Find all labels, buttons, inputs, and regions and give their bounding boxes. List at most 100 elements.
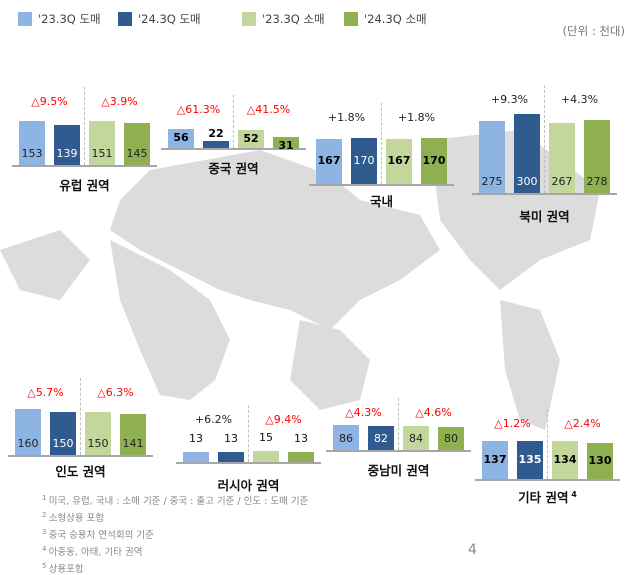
bar-value-label: 13 xyxy=(294,432,308,446)
chart-title: 중남미 권역 xyxy=(339,460,459,479)
chart-title-text: 국내 xyxy=(369,194,393,209)
bar-value-label: 137 xyxy=(483,452,507,466)
chart-divider xyxy=(547,409,548,479)
legend-label: '24.3Q 도매 xyxy=(138,12,201,26)
bar-1 xyxy=(333,425,359,450)
legend-swatch-icon xyxy=(242,12,256,26)
bar-2 xyxy=(517,441,543,479)
change-label: △4.6% xyxy=(415,406,452,419)
chart-baseline xyxy=(309,184,454,186)
bar-1 xyxy=(482,440,508,479)
change-label: +4.3% xyxy=(560,93,599,106)
legend-label: '23.3Q 소매 xyxy=(262,12,325,26)
chart-title-text: 중남미 권역 xyxy=(367,463,430,478)
chart-baseline xyxy=(475,479,620,481)
chart-title: 러시아 권역 xyxy=(189,475,309,494)
bar-4 xyxy=(438,426,464,450)
page-number: 4 xyxy=(468,542,477,558)
bar-2 xyxy=(351,138,377,184)
bar-2 xyxy=(50,411,76,455)
bar-value-label: 153 xyxy=(21,147,43,160)
footnote-number: 4 xyxy=(42,544,49,553)
legend-label: '23.3Q 도매 xyxy=(38,12,101,26)
change-label: +6.2% xyxy=(194,413,233,426)
bar-2 xyxy=(203,140,229,148)
bar-1 xyxy=(316,138,342,184)
bar-4 xyxy=(120,414,146,455)
footnote: 2 소형상용 포함 xyxy=(42,510,104,524)
bar-value-label: 135 xyxy=(518,453,542,467)
bar-3 xyxy=(403,425,429,450)
bar-4 xyxy=(124,122,150,165)
legend-swatch-icon xyxy=(344,12,358,26)
legend-item: '24.3Q 소매 xyxy=(344,11,427,27)
bar-4 xyxy=(421,138,447,184)
bar-value-label: 167 xyxy=(317,154,341,168)
bar-value-label: 170 xyxy=(353,154,375,168)
chart-baseline xyxy=(8,455,153,457)
chart-title: 기타 권역 4 xyxy=(488,487,608,506)
chart-baseline xyxy=(161,148,306,150)
bar-1 xyxy=(19,120,45,165)
bar-value-label: 52 xyxy=(243,132,259,146)
bar-2 xyxy=(218,452,244,462)
bar-2 xyxy=(368,426,394,450)
bar-4 xyxy=(584,119,610,193)
chart-title: 유럽 권역 xyxy=(25,175,145,194)
chart-divider xyxy=(248,405,249,462)
footnote-text: 상용포함 xyxy=(48,564,84,575)
bar-value-label: 130 xyxy=(588,453,612,467)
legend-item: '23.3Q 도매 xyxy=(18,11,101,27)
footnote-text: 아중동, 아태, 기타 권역 xyxy=(48,547,143,558)
bar-value-label: 82 xyxy=(374,432,388,445)
bar-value-label: 139 xyxy=(56,147,78,160)
chart-divider xyxy=(233,95,234,148)
footnote: 3 중국 승용차 연석회의 기준 xyxy=(42,527,154,541)
chart-divider xyxy=(398,398,399,450)
chart-title-text: 러시아 권역 xyxy=(217,478,280,493)
bar-4 xyxy=(288,452,314,462)
chart-title-text: 인도 권역 xyxy=(55,464,106,479)
chart-baseline xyxy=(326,450,471,452)
footnote: 1 미국, 유럽, 국내 : 소매 기준 / 중국 : 출고 기준 / 인도 :… xyxy=(42,493,308,507)
legend-swatch-icon xyxy=(118,12,132,26)
chart-baseline xyxy=(176,462,321,464)
chart-title: 북미 권역 xyxy=(485,206,605,225)
chart-divider xyxy=(84,87,85,165)
chart-title-text: 기타 권역 xyxy=(518,490,569,505)
bar-value-label: 13 xyxy=(189,432,203,446)
change-label: △61.3% xyxy=(176,103,221,116)
footnote-number: 3 xyxy=(42,527,49,536)
footnote-number: 5 xyxy=(42,561,49,570)
bar-value-label: 84 xyxy=(409,432,423,445)
bar-3 xyxy=(85,411,111,455)
bar-value-label: 150 xyxy=(52,437,74,450)
change-label: +1.8% xyxy=(327,111,366,124)
bar-3 xyxy=(238,130,264,148)
chart-title: 국내 xyxy=(322,191,442,210)
bar-3 xyxy=(386,138,412,184)
bar-value-label: 300 xyxy=(516,175,538,188)
footnote-number: 2 xyxy=(42,510,49,519)
chart-divider xyxy=(80,378,81,455)
bar-value-label: 167 xyxy=(387,154,411,168)
change-label: △41.5% xyxy=(246,103,291,116)
bar-value-label: 56 xyxy=(173,131,189,145)
bar-value-label: 150 xyxy=(87,437,109,450)
change-label: △9.4% xyxy=(265,413,302,426)
change-label: △2.4% xyxy=(564,417,601,430)
bar-1 xyxy=(15,408,41,455)
bar-value-label: 151 xyxy=(91,147,113,160)
change-label: △9.5% xyxy=(31,95,68,108)
change-label: +1.8% xyxy=(397,111,436,124)
chart-baseline xyxy=(12,165,157,167)
bar-value-label: 31 xyxy=(278,139,294,153)
bar-value-label: 160 xyxy=(17,437,39,450)
legend-label: '24.3Q 소매 xyxy=(364,12,427,26)
bar-value-label: 80 xyxy=(444,432,458,445)
chart-title-text: 북미 권역 xyxy=(519,209,570,224)
bar-value-label: 170 xyxy=(422,154,446,168)
bar-1 xyxy=(168,128,194,148)
footnote-text: 중국 승용차 연석회의 기준 xyxy=(48,530,154,541)
